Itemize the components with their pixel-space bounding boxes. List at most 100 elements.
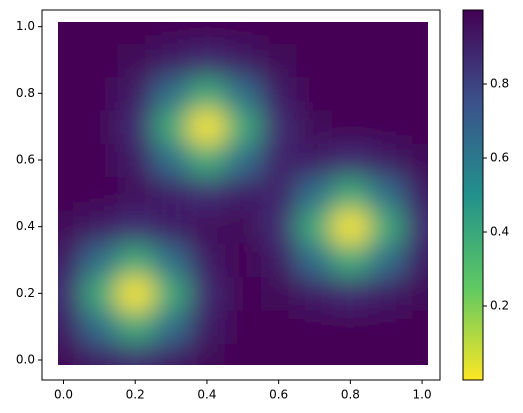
heatmap [58,22,428,365]
heat-cell [58,210,82,244]
heat-cell [81,110,118,144]
heat-cell [81,310,118,344]
y-tick-label: 0.0 [16,353,35,367]
heat-cell [296,110,333,144]
heat-cell [189,176,226,211]
heat-cell [404,110,428,144]
heat-cell [117,110,154,144]
heat-cell [404,176,428,211]
heat-cell [153,243,190,278]
heat-cell [332,22,369,44]
heat-cell [368,22,405,44]
y-tick-label: 1.0 [16,19,35,33]
y-tick-label: 0.4 [16,219,35,233]
heat-cell [117,210,154,244]
heat-cell [260,110,298,144]
heat-cell [332,176,369,211]
heat-cell [296,76,333,111]
heatmap-cells [58,22,428,365]
heat-cell [224,176,262,211]
heat-cell [189,110,226,144]
heat-cell [117,343,154,365]
heat-cell [260,310,298,344]
heat-cell [260,143,298,178]
heat-cell [153,22,190,44]
heat-cell [189,22,226,44]
heat-cell [404,22,428,44]
heat-cell [296,176,333,211]
heat-cell [224,343,262,365]
heat-cell [260,276,298,311]
heat-cell [260,210,298,244]
heat-cell [58,343,82,365]
heat-cell [368,43,405,78]
heat-cell [153,210,190,244]
heat-cell [260,176,298,211]
heat-cell [189,243,226,278]
heat-cell [224,43,262,78]
heat-cell [189,43,226,78]
heat-cell [332,76,369,111]
heat-cell [81,243,118,278]
heat-cell [58,176,82,211]
heat-cell [332,343,369,365]
heat-cell [189,310,226,344]
heat-cell [404,143,428,178]
heat-cell [58,310,82,344]
heat-cell [368,343,405,365]
x-tick-label: 0.6 [269,388,288,402]
x-tick-label: 0.2 [126,388,145,402]
heat-cell [332,110,369,144]
heat-cell [189,143,226,178]
heat-cell [224,22,262,44]
heat-cell [368,76,405,111]
heat-cell [81,176,118,211]
heat-cell [404,343,428,365]
heat-cell [58,110,82,144]
heat-cell [368,243,405,278]
heat-cell [296,210,333,244]
heat-cell [296,310,333,344]
heat-cell [332,276,369,311]
heat-cell [368,176,405,211]
heat-cell [153,343,190,365]
heat-cell [58,243,82,278]
heat-cell [58,76,82,111]
heat-cell [153,310,190,344]
heat-cell [224,143,262,178]
x-tick-label: 1.0 [413,388,432,402]
heat-cell [58,276,82,311]
heat-cell [224,110,262,144]
heat-cell [332,210,369,244]
heat-cell [260,43,298,78]
heat-cell [368,276,405,311]
heat-cell [224,210,262,244]
heat-cell [368,310,405,344]
heat-cell [58,143,82,178]
heat-cell [153,43,190,78]
heat-cell [368,110,405,144]
heat-cell [189,276,226,311]
heat-cell [404,210,428,244]
heat-cell [260,243,298,278]
heat-cell [224,310,262,344]
heat-cell [404,276,428,311]
heat-cell [224,276,262,311]
heat-cell [153,276,190,311]
heat-cell [368,210,405,244]
heat-cell [81,22,118,44]
heat-cell [117,243,154,278]
x-tick-label: 0.4 [197,388,216,402]
heat-cell [404,243,428,278]
heat-cell [81,343,118,365]
colorbar-tick-label: 0.2 [490,299,509,313]
heat-cell [189,210,226,244]
heat-cell [332,143,369,178]
heat-cell [224,243,262,278]
colorbar-tick-label: 0.6 [490,151,509,165]
y-tick-label: 0.6 [16,153,35,167]
heat-cell [153,143,190,178]
heat-cell [117,76,154,111]
heat-cell [404,76,428,111]
